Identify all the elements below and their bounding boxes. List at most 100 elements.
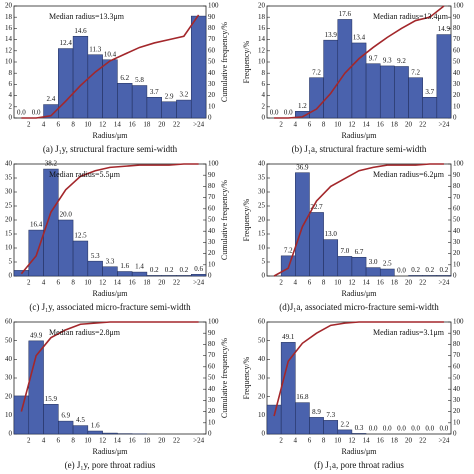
x-tick-label: 10 (84, 121, 92, 129)
x-tick-label: 4 (42, 279, 46, 287)
value-label: 0.0 (383, 425, 392, 433)
y-tick-label: 10 (5, 58, 13, 66)
x-tick-label: >24 (438, 437, 449, 445)
y-tick-label: 20 (5, 2, 13, 10)
value-label: 7.2 (284, 246, 293, 254)
value-label: 0.2 (425, 266, 434, 274)
y-tick-label: 35 (258, 174, 266, 182)
x-tick-label: 10 (334, 121, 342, 129)
x-tick-label: 16 (129, 279, 137, 287)
value-label: 49.1 (282, 333, 295, 341)
value-label: 3.3 (106, 257, 115, 265)
value-label: 14.6 (74, 27, 87, 35)
bar (408, 77, 423, 119)
x-tick-label: 16 (129, 121, 137, 129)
x-tick-label: 14 (363, 121, 371, 129)
value-label: 5.3 (91, 252, 100, 260)
y-tick-label: 10 (5, 244, 13, 252)
value-label: 0.0 (284, 109, 293, 117)
x-tick-label: 4 (42, 121, 46, 129)
y2-tick-label: 70 (208, 193, 216, 201)
bar (146, 275, 162, 277)
x-tick-label: >24 (438, 121, 449, 129)
y-tick-label: 2 (9, 102, 13, 110)
y2-tick-label: 0 (453, 114, 457, 122)
value-label: 2.9 (165, 92, 174, 100)
y-tick-label: 25 (258, 202, 266, 210)
bar (102, 432, 118, 435)
y-tick-label: 8 (9, 69, 13, 77)
x-tick-label: 6 (308, 437, 312, 445)
bar (28, 229, 44, 277)
bar (161, 101, 177, 119)
caption: (f) J₁a, pore throat radius (314, 460, 404, 470)
bar (190, 274, 207, 277)
x-tick-label: 8 (322, 279, 326, 287)
x-tick-label: 20 (405, 121, 413, 129)
x-tick-label: 18 (391, 121, 399, 129)
value-label: 38.2 (45, 160, 58, 168)
y-tick-label: 14 (258, 35, 266, 43)
bar (146, 97, 162, 119)
value-label: 9.2 (397, 57, 406, 65)
annotation: Median radius=2.8μm (49, 328, 121, 337)
y2-tick-label: 90 (453, 13, 461, 21)
value-label: 17.6 (339, 10, 352, 18)
bar (161, 275, 177, 277)
x-tick-label: 22 (173, 279, 181, 287)
value-label: 20.0 (60, 211, 73, 219)
x-tick-label: 22 (173, 437, 181, 445)
bar (436, 275, 452, 277)
value-label: 2.5 (383, 260, 392, 268)
cumulative-line (20, 163, 199, 275)
caption: (c) J₁y, associated micro-fracture semi-… (29, 302, 191, 312)
bar (43, 168, 59, 277)
value-label: 0.2 (179, 266, 188, 274)
value-label: 2.4 (47, 95, 56, 103)
y2-tick-label: 50 (453, 374, 461, 382)
y-tick-label: 60 (5, 318, 13, 326)
y-tick-label: 0 (262, 430, 266, 438)
y2-tick-label: 30 (208, 80, 216, 88)
y2-tick-label: 10 (208, 260, 216, 268)
x-tick-label: 2 (279, 279, 283, 287)
value-label: 4.5 (76, 416, 85, 424)
value-label: 3.7 (150, 88, 159, 96)
y2-tick-label: 80 (208, 340, 216, 348)
value-label: 15.9 (45, 395, 58, 403)
x-tick-label: 18 (143, 121, 151, 129)
x-tick-label: 4 (294, 437, 298, 445)
y-tick-label: 2 (262, 102, 266, 110)
x-tick-label: 18 (391, 437, 399, 445)
y2-tick-label: 90 (453, 329, 461, 337)
bar (309, 212, 324, 277)
x-tick-label: 14 (363, 437, 371, 445)
value-label: 12.5 (74, 232, 87, 240)
y-tick-label: 18 (5, 13, 13, 21)
x-tick-label: 6 (308, 121, 312, 129)
y-tick-label: 30 (5, 188, 13, 196)
y2-tick-label: 30 (208, 238, 216, 246)
caption: (e) J₁y, pore throat radius (65, 460, 156, 470)
y2-tick-label: 30 (453, 238, 461, 246)
y2-tick-label: 100 (453, 2, 464, 10)
y2-tick-label: 0 (208, 272, 212, 280)
y2-tick-label: 70 (453, 193, 461, 201)
value-label: 8.9 (312, 408, 321, 416)
value-label: 7.2 (411, 68, 420, 76)
value-label: 11.3 (89, 45, 101, 53)
x-tick-label: 16 (377, 121, 385, 129)
x-tick-label: >24 (193, 121, 204, 129)
bar (351, 433, 367, 435)
y-tick-label: 20 (258, 392, 266, 400)
y-tick-label: 0 (9, 272, 13, 280)
y2-tick-label: 60 (208, 204, 216, 212)
cumulative-line (20, 321, 199, 412)
bar (102, 266, 118, 277)
bar (87, 54, 103, 119)
bar (58, 48, 74, 119)
y2-tick-label: 30 (453, 80, 461, 88)
y-tick-label: 4 (262, 91, 266, 99)
bar (102, 59, 118, 119)
value-label: 13.9 (325, 31, 338, 39)
